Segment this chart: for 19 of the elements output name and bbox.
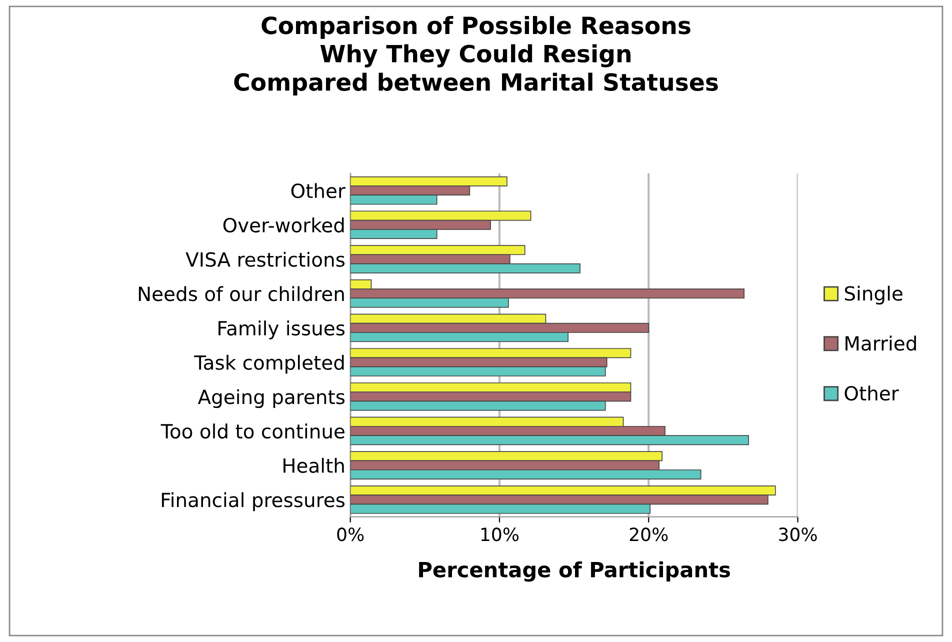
x-tick-label: 30% xyxy=(779,528,817,542)
x-tick-label: 20% xyxy=(630,528,668,542)
y-tick-label: Over-worked xyxy=(223,217,344,233)
y-tick-label: Family issues xyxy=(218,320,345,340)
y-tick-label: Needs of our children xyxy=(138,286,344,302)
x-axis-title: Percentage of Participants xyxy=(419,561,730,582)
x-tick-label: 0% xyxy=(337,528,364,542)
y-tick-label: Ageing parents xyxy=(198,389,345,408)
chart-title: Comparison of Possible Reasons Why They Could Resign Compared between Marital Statuses xyxy=(234,16,718,96)
legend-label: Other xyxy=(844,386,899,401)
y-tick-label: Task completed xyxy=(194,354,344,374)
y-tick-label: VISA restrictions xyxy=(186,252,345,267)
y-tick-label: Too old to continue xyxy=(160,424,344,439)
legend-label: Married xyxy=(846,336,916,351)
legend-label: Single xyxy=(844,286,902,305)
y-tick-label: Health xyxy=(284,458,344,473)
x-tick-label: 10% xyxy=(481,528,519,542)
y-tick-label: Financial pressures xyxy=(162,492,345,512)
y-tick-label: Other xyxy=(291,183,346,198)
